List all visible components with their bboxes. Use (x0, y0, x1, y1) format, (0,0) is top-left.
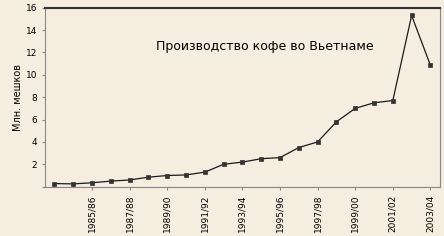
Text: Производство кофе во Вьетнаме: Производство кофе во Вьетнаме (155, 40, 373, 53)
Y-axis label: Млн. мешков: Млн. мешков (13, 64, 23, 131)
